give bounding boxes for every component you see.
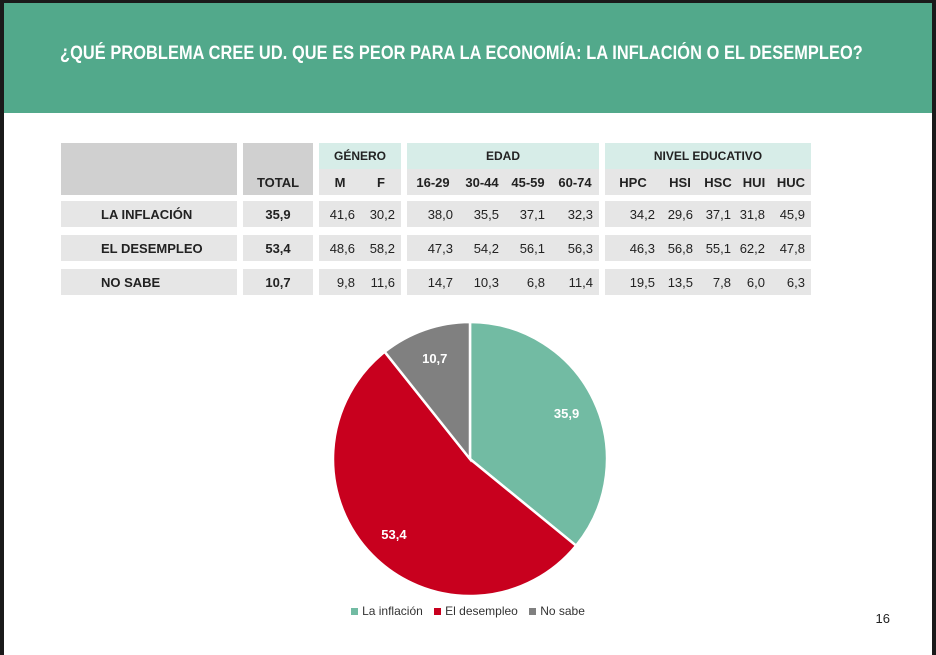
col-header-total: TOTAL [243,169,313,195]
cell: 47,8 [771,235,811,261]
group-nivel-educativo: NIVEL EDUCATIVO [605,143,811,169]
cell: 56,1 [505,235,551,261]
legend-item-inflacion: La inflación [351,604,423,618]
cell: 31,8 [737,201,771,227]
cell: 32,3 [551,201,599,227]
col-header-f: F [361,169,401,195]
cell: 62,2 [737,235,771,261]
cell: 54,2 [459,235,505,261]
cell-total: 35,9 [243,201,313,227]
row-label: NO SABE [61,269,237,295]
cell: 37,1 [699,201,737,227]
cell: 6,3 [771,269,811,295]
cell: 47,3 [407,235,459,261]
cell: 14,7 [407,269,459,295]
legend-label: No sabe [540,604,585,618]
col-header-16-29: 16-29 [407,169,459,195]
cell: 37,1 [505,201,551,227]
total-header-top [243,143,313,169]
table-row: LA INFLACIÓN 35,9 41,6 30,2 38,0 35,5 37… [61,201,811,227]
col-header-30-44: 30-44 [459,169,505,195]
col-header-m: M [319,169,361,195]
cell: 10,3 [459,269,505,295]
cell: 11,6 [361,269,401,295]
col-header-60-74: 60-74 [551,169,599,195]
cell: 34,2 [605,201,661,227]
legend-item-desempleo: El desempleo [434,604,518,618]
legend-swatch [351,608,359,616]
data-label: 53,4 [381,527,407,542]
cell: 6,8 [505,269,551,295]
group-edad: EDAD [407,143,599,169]
group-genero: GÉNERO [319,143,401,169]
col-header-45-59: 45-59 [505,169,551,195]
cell: 55,1 [699,235,737,261]
cell: 38,0 [407,201,459,227]
slice-no-sabe [382,320,472,463]
cell: 56,8 [661,235,699,261]
cell: 6,0 [737,269,771,295]
legend-label: El desempleo [445,604,518,618]
row-label: LA INFLACIÓN [61,201,237,227]
cell: 58,2 [361,235,401,261]
legend-item-no-sabe: No sabe [529,604,585,618]
header-banner: ¿QUÉ PROBLEMA CREE UD. QUE ES PEOR PARA … [4,0,932,113]
cell: 7,8 [699,269,737,295]
legend-label: La inflación [362,604,423,618]
cell: 45,9 [771,201,811,227]
cell-total: 10,7 [243,269,313,295]
legend-swatch [529,608,537,616]
cell: 9,8 [319,269,361,295]
corner-cell [61,143,237,195]
table-row: EL DESEMPLEO 53,4 48,6 58,2 47,3 54,2 56… [61,235,811,261]
col-header-huc: HUC [771,169,811,195]
data-label: 35,9 [554,406,579,421]
cell: 46,3 [605,235,661,261]
row-label: EL DESEMPLEO [61,235,237,261]
page-number: 16 [875,611,890,626]
data-label: 10,7 [422,351,447,366]
col-header-hui: HUI [737,169,771,195]
cell: 11,4 [551,269,599,295]
cell-total: 53,4 [243,235,313,261]
cell: 30,2 [361,201,401,227]
cell: 41,6 [319,201,361,227]
col-header-hsc: HSC [699,169,737,195]
frame-left [0,0,4,655]
group-header-row: GÉNERO EDAD NIVEL EDUCATIVO [61,143,811,195]
col-header-hsi: HSI [661,169,699,195]
column-header-row: TOTAL M F 16-29 30-44 45-59 60-74 HPC HS… [61,169,811,195]
col-header-hpc: HPC [605,169,661,195]
legend-swatch [434,608,442,616]
table-row: NO SABE 10,7 9,8 11,6 14,7 10,3 6,8 11,4… [61,269,811,295]
cell: 29,6 [661,201,699,227]
frame-right [932,0,936,655]
cell: 19,5 [605,269,661,295]
slice-desempleo [331,350,578,598]
cell: 48,6 [319,235,361,261]
pie-chart: 35,9 53,4 10,7 [331,320,609,598]
cell: 13,5 [661,269,699,295]
page-title: ¿QUÉ PROBLEMA CREE UD. QUE ES PEOR PARA … [60,43,863,64]
cell: 35,5 [459,201,505,227]
slice-inflacion [468,320,609,548]
results-table: GÉNERO EDAD NIVEL EDUCATIVO TOTAL M F 16… [61,143,811,295]
cell: 56,3 [551,235,599,261]
chart-legend: La inflación El desempleo No sabe [0,604,936,618]
